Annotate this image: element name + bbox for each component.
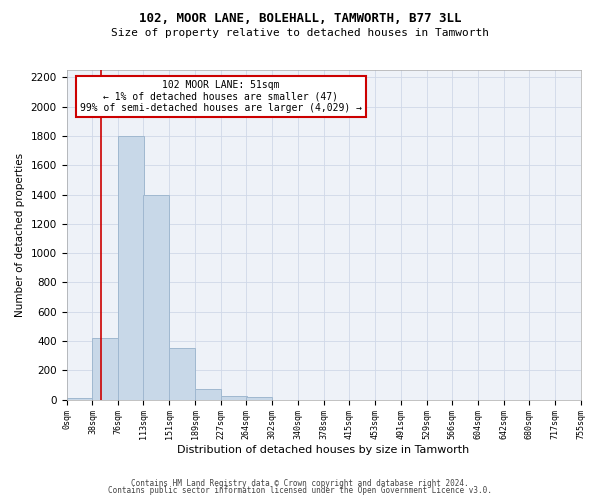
Bar [118, 136, 144, 400]
Text: Contains public sector information licensed under the Open Government Licence v3: Contains public sector information licen… [108, 486, 492, 495]
Bar [92, 338, 118, 400]
Text: 102 MOOR LANE: 51sqm
← 1% of detached houses are smaller (47)
99% of semi-detach: 102 MOOR LANE: 51sqm ← 1% of detached ho… [80, 80, 362, 113]
Bar [169, 348, 195, 400]
Text: 102, MOOR LANE, BOLEHALL, TAMWORTH, B77 3LL: 102, MOOR LANE, BOLEHALL, TAMWORTH, B77 … [139, 12, 461, 26]
Bar [195, 388, 221, 400]
Y-axis label: Number of detached properties: Number of detached properties [15, 153, 25, 317]
Bar [246, 397, 272, 400]
Text: Contains HM Land Registry data © Crown copyright and database right 2024.: Contains HM Land Registry data © Crown c… [131, 478, 469, 488]
X-axis label: Distribution of detached houses by size in Tamworth: Distribution of detached houses by size … [178, 445, 470, 455]
Text: Size of property relative to detached houses in Tamworth: Size of property relative to detached ho… [111, 28, 489, 38]
Bar [143, 194, 169, 400]
Bar [67, 398, 92, 400]
Bar [221, 396, 247, 400]
